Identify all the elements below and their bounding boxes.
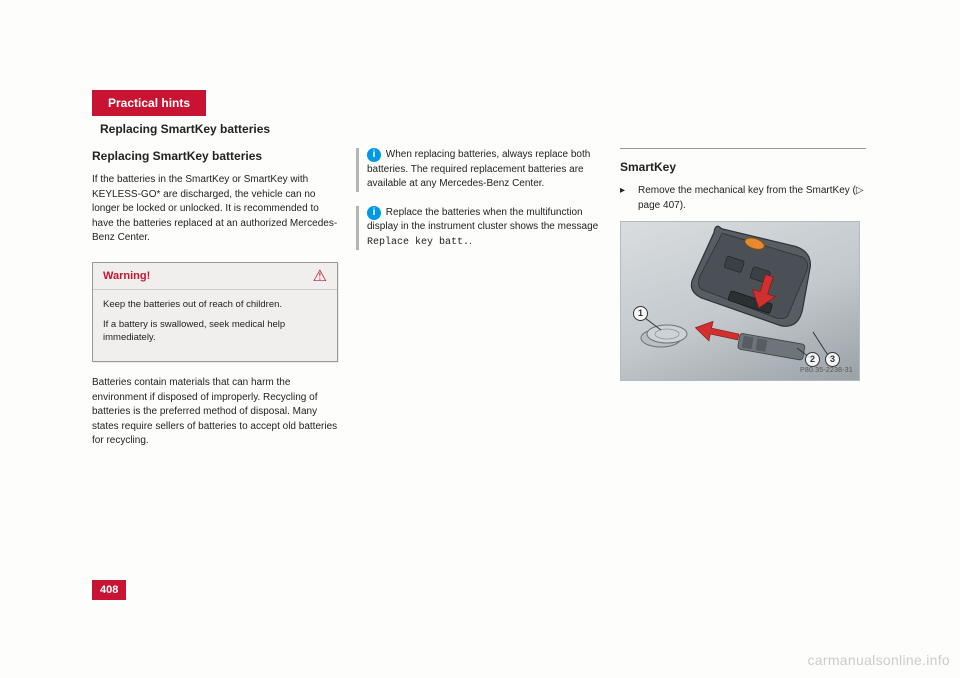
coin-battery-front — [647, 325, 687, 343]
info-text-2b: Replace key batt. — [367, 237, 469, 248]
column-1: Replacing SmartKey batteries If the batt… — [92, 148, 338, 459]
step-arrow-icon: ▸ — [620, 184, 630, 213]
step-1-text: Remove the mechanical key from the Smart… — [638, 184, 866, 213]
warning-box: Warning! ⚠ Keep the batteries out of rea… — [92, 262, 338, 362]
column-3: SmartKey ▸ Remove the mechanical key fro… — [620, 148, 866, 459]
warning-triangle-icon: ⚠ — [313, 269, 327, 285]
info-note-1: i When replacing batteries, always repla… — [356, 148, 602, 192]
section-title: Replacing SmartKey batteries — [100, 122, 868, 136]
info-text-2a: Replace the batteries when the multifunc… — [367, 207, 598, 233]
page-number: 408 — [92, 580, 126, 600]
info-icon: i — [367, 206, 381, 220]
warning-title: Warning! — [103, 269, 150, 285]
column-2: i When replacing batteries, always repla… — [356, 148, 602, 459]
info-note-2: i Replace the batteries when the multifu… — [356, 206, 602, 251]
tray-detail-1 — [742, 336, 754, 350]
col3-rule — [620, 148, 866, 149]
figure-code: P80.35-2238-31 — [800, 366, 853, 376]
watermark: carmanualsonline.info — [808, 652, 951, 668]
info-content-1: i When replacing batteries, always repla… — [367, 148, 602, 192]
warning-header: Warning! ⚠ — [93, 263, 337, 290]
warning-body: Keep the batteries out of reach of child… — [93, 290, 337, 361]
col1-intro-para: If the batteries in the SmartKey or Smar… — [92, 173, 338, 246]
col1-heading: Replacing SmartKey batteries — [92, 148, 338, 165]
step-1: ▸ Remove the mechanical key from the Sma… — [620, 184, 866, 213]
column-layout: Replacing SmartKey batteries If the batt… — [92, 148, 868, 459]
info-icon: i — [367, 148, 381, 162]
info-bar-2 — [356, 206, 359, 251]
arrow-left-icon — [693, 318, 740, 347]
warning-text-2: If a battery is swallowed, seek medical … — [103, 318, 327, 346]
col3-subhead: SmartKey — [620, 159, 866, 176]
env-note: Batteries contain materials that can har… — [92, 376, 338, 449]
tray-detail-2 — [756, 339, 768, 353]
header-tab: Practical hints — [92, 90, 206, 116]
info-content-2: i Replace the batteries when the multifu… — [367, 206, 602, 251]
manual-page: Practical hints Replacing SmartKey batte… — [92, 90, 868, 588]
warning-text-1: Keep the batteries out of reach of child… — [103, 298, 327, 312]
info-bar-1 — [356, 148, 359, 192]
env-text: Batteries contain materials that can har… — [92, 377, 337, 446]
info-text-1: When replacing batteries, always replace… — [367, 149, 590, 189]
battery-figure: 1 2 3 P80.35-2238-31 — [620, 221, 860, 381]
